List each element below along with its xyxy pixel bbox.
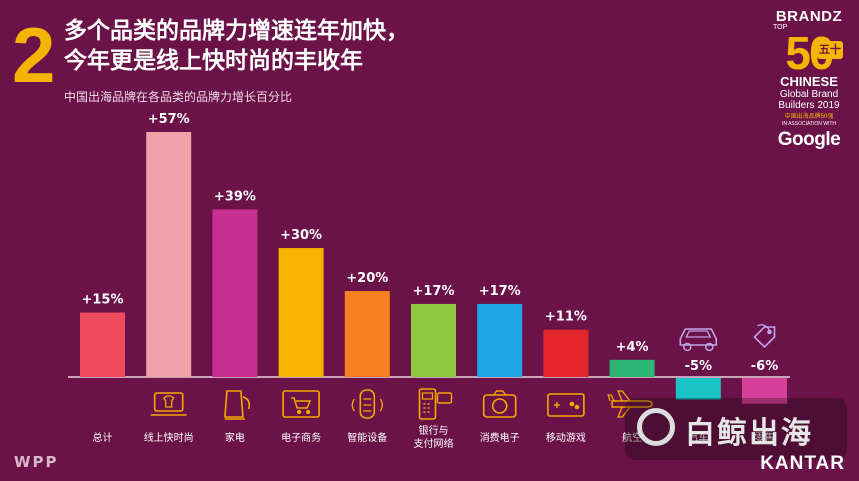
shopping-cart-icon — [282, 390, 320, 418]
watermark-logo-icon — [637, 408, 675, 446]
brandz-fifty: 50 五十 — [769, 30, 849, 76]
category-label-2: 家电 — [225, 431, 245, 444]
data-label-3: +30% — [280, 228, 322, 243]
category-label-6: 消费电子 — [480, 431, 520, 444]
watermark-text: 白鲸出海 — [685, 416, 813, 451]
data-label-4: +20% — [346, 271, 388, 286]
section-number: 2 — [12, 11, 56, 99]
brandz-assoc: IN ASSOCIATION WITH — [781, 121, 837, 127]
category-label-0: 总计 — [93, 431, 113, 444]
data-label-7: +11% — [545, 310, 587, 325]
brandz-cn-sub: 中国出海品牌50强 — [784, 114, 834, 120]
card-terminal-icon — [418, 388, 453, 420]
wpp-logo: WPP — [14, 453, 59, 471]
category-label-7: 移动游戏 — [546, 431, 586, 444]
data-label-2: +39% — [214, 189, 256, 204]
bar-4 — [344, 291, 390, 377]
bar-1 — [146, 132, 192, 377]
bar-2 — [212, 209, 258, 377]
category-label-3: 电子商务 — [281, 431, 321, 444]
bar-0 — [80, 312, 125, 377]
airplane-icon — [607, 390, 653, 418]
bar-6 — [477, 303, 523, 377]
brandz-line2: Builders 2019 — [778, 100, 840, 111]
laptop-shirt-icon — [150, 392, 187, 416]
data-label-5: +17% — [412, 284, 454, 299]
bar-5 — [411, 303, 456, 377]
category-label-4: 智能设备 — [347, 431, 387, 444]
title-line-2: 今年更是线上快时尚的丰收年 — [64, 48, 363, 74]
smart-speaker-icon — [351, 389, 383, 419]
car-icon — [679, 328, 718, 352]
brandz-top-label: TOP — [773, 24, 788, 31]
brandz-seal: 五十 — [817, 41, 843, 59]
page-title: 多个品类的品牌力增速连年加快， 今年更是线上快时尚的丰收年 — [64, 16, 409, 76]
data-label-9: -5% — [685, 359, 712, 374]
bar-8 — [609, 359, 655, 377]
brandz-line1: Global Brand — [779, 89, 839, 100]
kantar-logo: KANTAR — [760, 453, 845, 474]
bar-7 — [543, 329, 589, 377]
brandz-logo: BRANDZ TOP 50 五十 CHINESE Global Brand Bu… — [769, 8, 849, 151]
gamepad-icon — [547, 393, 585, 417]
bar-9 — [675, 378, 721, 400]
chart-subtitle: 中国出海品牌在各品类的品牌力增长百分比 — [64, 90, 293, 104]
category-label-5-1: 支付网络 — [414, 437, 454, 450]
data-label-8: +4% — [616, 340, 649, 355]
brandz-chinese: CHINESE — [780, 74, 838, 89]
brandz-wordmark: BRANDZ — [775, 8, 843, 25]
data-label-0: +15% — [81, 293, 123, 308]
category-label-9: 汽车 — [688, 431, 708, 444]
data-label-1: +57% — [148, 112, 190, 127]
camera-icon — [482, 390, 517, 418]
bar-10 — [742, 378, 787, 404]
kettle-icon — [224, 390, 251, 420]
category-label-8: 航空 — [622, 431, 642, 444]
bar-3 — [278, 248, 324, 377]
shopping-tag-icon — [753, 324, 776, 349]
data-label-6: +17% — [479, 284, 521, 299]
data-label-10: -6% — [751, 359, 778, 374]
category-label-1: 线上快时尚 — [144, 431, 194, 444]
category-label-10: 零售 — [755, 431, 775, 444]
watermark: 白鲸出海 — [625, 398, 847, 460]
title-line-1: 多个品类的品牌力增速连年加快， — [64, 18, 409, 44]
google-logo: Google — [777, 129, 841, 150]
category-label-5-0: 银行与 — [419, 424, 449, 437]
